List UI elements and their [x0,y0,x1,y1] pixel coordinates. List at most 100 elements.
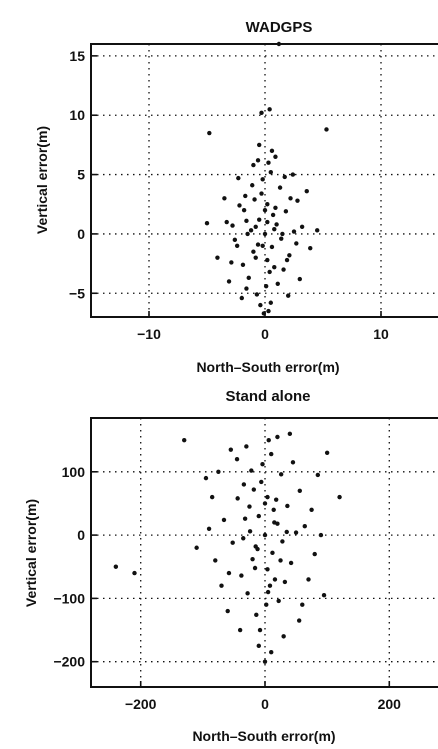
stand-alone-data-point [194,545,199,550]
wadgps-data-point [299,224,305,229]
stand-alone-data-point [225,608,230,614]
stand-alone-data-point [306,577,311,582]
wadgps-data-point [280,231,285,237]
wadgps-y-tick-label: −5 [69,285,85,301]
stand-alone-x-axis-label: North–South error(m) [192,728,335,744]
stand-alone-ticks [91,470,391,687]
wadgps-data-point [215,255,220,260]
stand-alone-data-point [259,479,264,485]
wadgps-data-point [260,177,265,182]
wadgps-data-point [226,279,232,284]
stand-alone-data-point [209,494,215,500]
wadgps-data-point [272,226,277,232]
stand-alone-data-point [249,468,254,473]
stand-alone-data-point [284,529,289,535]
stand-alone-data-point [266,437,271,443]
stand-alone-data-point [239,573,244,578]
stand-alone-data-point [271,507,276,512]
stand-alone-data-point [262,659,268,664]
stand-alone-data-point [213,558,218,563]
stand-alone-y-tick-label: 100 [62,464,86,480]
wadgps-data-point [244,218,249,224]
stand-alone-data-point [269,451,274,457]
wadgps-data-point [229,260,234,265]
wadgps-chart-title: WADGPS [246,19,313,36]
stand-alone-data-point [247,504,252,509]
stand-alone-data-point [241,482,247,487]
wadgps-data-point [295,198,300,203]
stand-alone-data-point [226,570,232,576]
stand-alone-chart: Stand alone −200 0 200 −200 −100 0 100 North–… [23,388,438,744]
stand-alone-data-point [278,472,284,477]
wadgps-data-point [273,154,278,159]
wadgps-data-point [239,295,244,301]
wadgps-data-point [286,293,291,298]
stand-alone-data-point [276,598,281,604]
stand-alone-data-point [256,513,261,519]
wadgps-data-point [287,253,292,258]
stand-alone-data-point [241,536,246,541]
stand-alone-x-tick-label: −200 [125,696,157,712]
stand-alone-data-point [113,564,119,569]
wadgps-data-point [241,207,247,213]
wadgps-data-point [304,188,309,194]
stand-alone-data-point [287,431,293,437]
wadgps-data-point [259,110,264,116]
stand-alone-y-tick-labels: −200 −100 0 100 [53,464,85,670]
stand-alone-data-point [262,501,268,506]
stand-alone-data-point [216,469,221,474]
wadgps-data-point [270,212,276,218]
stand-alone-data-point [260,462,265,467]
wadgps-data-point [273,205,278,210]
stand-alone-data-point [219,583,224,588]
stand-alone-data-point [280,539,285,544]
stand-alone-data-point [182,437,187,443]
stand-alone-data-point [273,497,279,502]
stand-alone-data-point [296,618,302,623]
stand-alone-data-point [324,450,330,456]
wadgps-x-tick-label: −10 [137,326,161,342]
wadgps-x-tick-label: 10 [373,326,389,342]
wadgps-data-point [234,243,240,248]
stand-alone-data-point [256,643,261,649]
stand-alone-data-point [321,593,327,598]
wadgps-data-point [232,237,238,243]
wadgps-data-point [259,191,264,196]
stand-alone-data-point [228,447,234,452]
wadgps-data-point [268,169,273,175]
stand-alone-data-point [251,487,257,492]
wadgps-data-point [255,242,261,247]
stand-alone-data-point [264,602,269,607]
wadgps-data-point [243,193,248,199]
stand-alone-y-tick-label: 0 [77,527,85,543]
wadgps-data-point [294,241,299,246]
wadgps-data-point [267,107,272,112]
wadgps-data-point [275,281,280,286]
stand-alone-data-point [242,516,248,521]
stand-alone-data-point [297,488,302,493]
stand-alone-data-point [265,494,270,500]
stand-alone-data-point [254,612,259,618]
wadgps-data-point [282,174,287,180]
wadgps-data-point [244,286,249,291]
wadgps-y-tick-label: 5 [77,167,85,183]
stand-alone-data-point [290,460,296,465]
stand-alone-data-point [312,551,317,557]
stand-alone-data-point [302,524,307,529]
stand-alone-data-point [235,496,240,501]
wadgps-data-point [245,231,250,237]
stand-alone-data-point [206,526,212,531]
stand-alone-data-point [293,530,299,535]
wadgps-data-point [262,207,268,213]
stand-alone-y-tick-label: −100 [53,590,85,606]
wadgps-data-point [222,196,227,201]
wadgps-data-point [267,269,272,275]
wadgps-data-point [266,160,271,165]
wadgps-data-point [251,249,256,254]
stand-alone-data-point [265,589,271,595]
wadgps-data-point [258,302,263,308]
stand-alone-data-point [253,544,258,549]
stand-alone-data-point [315,472,321,478]
wadgps-y-tick-label: 15 [69,48,85,64]
